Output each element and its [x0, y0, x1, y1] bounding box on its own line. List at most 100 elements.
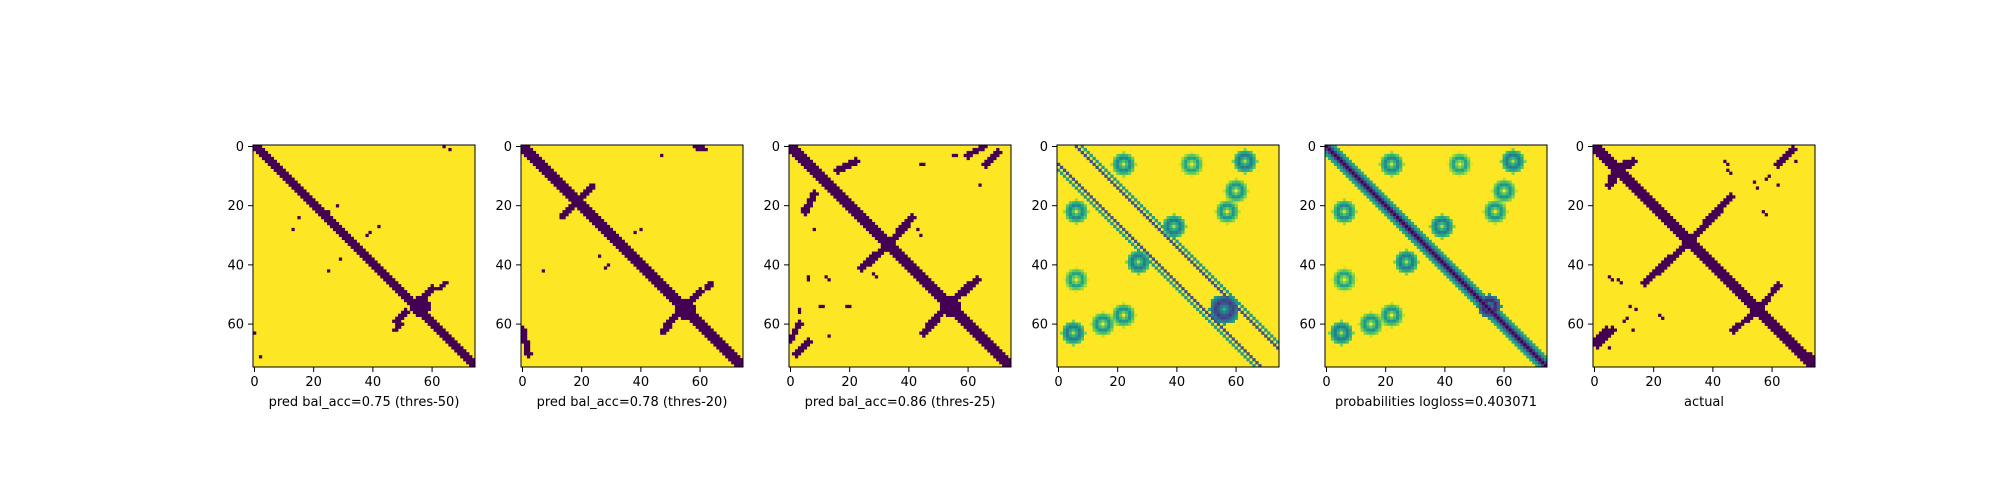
heatmap-cell	[1116, 316, 1120, 320]
heatmap-cell	[1116, 186, 1120, 190]
heatmap-cell	[1246, 159, 1250, 164]
heatmap-cell	[1693, 248, 1697, 252]
heatmap-cell	[1210, 298, 1215, 303]
heatmap-cell	[874, 251, 879, 255]
heatmap-cell	[1184, 248, 1188, 252]
heatmap-cell	[1098, 313, 1102, 317]
heatmap-cell	[1330, 210, 1335, 214]
heatmap-cell	[1613, 162, 1617, 167]
heatmap-cell	[1369, 189, 1373, 193]
heatmap-cell	[1455, 281, 1459, 285]
heatmap-cell	[948, 313, 953, 317]
heatmap-cell	[1622, 171, 1626, 175]
heatmap-cell	[660, 287, 664, 291]
heatmap-cell	[1113, 168, 1117, 172]
heatmap-cell	[1336, 156, 1341, 161]
heatmap-cell	[710, 340, 714, 344]
heatmap-cell	[999, 361, 1003, 365]
heatmap-cell	[1499, 201, 1503, 205]
heatmap-cell	[797, 147, 802, 152]
heatmap-cell	[392, 281, 396, 285]
heatmap-cell	[1440, 233, 1444, 238]
heatmap-cell	[1357, 322, 1361, 326]
heatmap-cell	[1181, 165, 1185, 169]
heatmap-cell	[1384, 168, 1388, 172]
heatmap-cell	[1741, 298, 1745, 303]
heatmap-cell	[583, 189, 587, 193]
heatmap-cell	[1484, 210, 1489, 214]
heatmap-cell	[797, 319, 802, 323]
heatmap-cell	[695, 325, 699, 329]
heatmap-cell	[1717, 263, 1721, 267]
heatmap-cell	[1384, 201, 1388, 205]
heatmap-cell	[1381, 168, 1385, 172]
heatmap-cell	[1345, 165, 1349, 169]
heatmap-cell	[1693, 239, 1697, 243]
heatmap-cell	[1369, 334, 1373, 338]
heatmap-cell	[660, 290, 664, 294]
heatmap-cell	[1803, 352, 1807, 356]
heatmap-cell	[836, 168, 840, 172]
heatmap-cell	[1384, 322, 1388, 326]
heatmap-cell	[1490, 310, 1495, 315]
heatmap-cell	[1077, 328, 1081, 332]
heatmap-cell	[710, 284, 714, 288]
heatmap-cell	[1508, 159, 1512, 164]
heatmap-cell	[734, 358, 738, 362]
heatmap-cell	[1213, 307, 1218, 312]
heatmap-cell	[445, 281, 449, 285]
heatmap-cell	[1664, 260, 1668, 264]
heatmap-cell	[439, 287, 443, 291]
heatmap-cell	[562, 183, 566, 187]
heatmap-cell	[521, 337, 525, 341]
heatmap-cell	[969, 281, 973, 285]
heatmap-cell	[1493, 313, 1497, 317]
heatmap-cell	[1074, 337, 1079, 341]
heatmap-cell	[553, 171, 557, 175]
heatmap-cell	[1625, 165, 1629, 169]
heatmap-cell	[1074, 207, 1079, 211]
heatmap-cell	[568, 204, 572, 208]
heatmap-cell	[1234, 313, 1238, 317]
heatmap-cell	[821, 304, 825, 309]
heatmap-cell	[1767, 174, 1771, 178]
heatmap-cell	[1529, 349, 1533, 353]
heatmap-cell	[1228, 295, 1232, 300]
heatmap-cell	[1601, 337, 1606, 341]
heatmap-cell	[469, 364, 473, 368]
heatmap-cell	[934, 293, 938, 297]
heatmap-cell	[1717, 275, 1721, 279]
heatmap-cell	[1381, 156, 1385, 161]
heatmap-cell	[836, 189, 840, 193]
heatmap-cell	[1729, 192, 1733, 196]
heatmap-cell	[1136, 207, 1141, 211]
heatmap-cell	[562, 189, 566, 193]
heatmap-cell	[1735, 328, 1739, 332]
heatmap-cell	[1351, 162, 1355, 167]
heatmap-cell	[1396, 319, 1400, 323]
heatmap-cell	[1511, 165, 1515, 169]
heatmap-cell	[1222, 301, 1227, 306]
heatmap-cell	[1490, 298, 1495, 303]
heatmap-cell	[1449, 156, 1453, 161]
heatmap-cell	[1196, 162, 1200, 167]
heatmap-cell	[1714, 263, 1718, 267]
heatmap-cell	[442, 337, 446, 341]
x-tick-label: 60	[960, 375, 977, 390]
heatmap-cell	[1095, 319, 1099, 323]
heatmap-cell	[1354, 177, 1358, 181]
heatmap-cell	[1803, 349, 1807, 353]
heatmap-cell	[1068, 174, 1073, 178]
heatmap-cell	[1610, 331, 1615, 335]
heatmap-cell	[1157, 227, 1161, 232]
heatmap-cell	[842, 192, 846, 196]
heatmap-cell	[309, 201, 313, 205]
heatmap-cell	[1219, 298, 1224, 303]
heatmap-cell	[1390, 301, 1394, 306]
heatmap-cell	[854, 207, 858, 211]
heatmap-cell	[1387, 156, 1391, 161]
heatmap-cell	[1399, 310, 1403, 315]
heatmap-cell	[683, 316, 688, 320]
heatmap-cell	[972, 147, 976, 152]
heatmap-cell	[1610, 174, 1615, 178]
